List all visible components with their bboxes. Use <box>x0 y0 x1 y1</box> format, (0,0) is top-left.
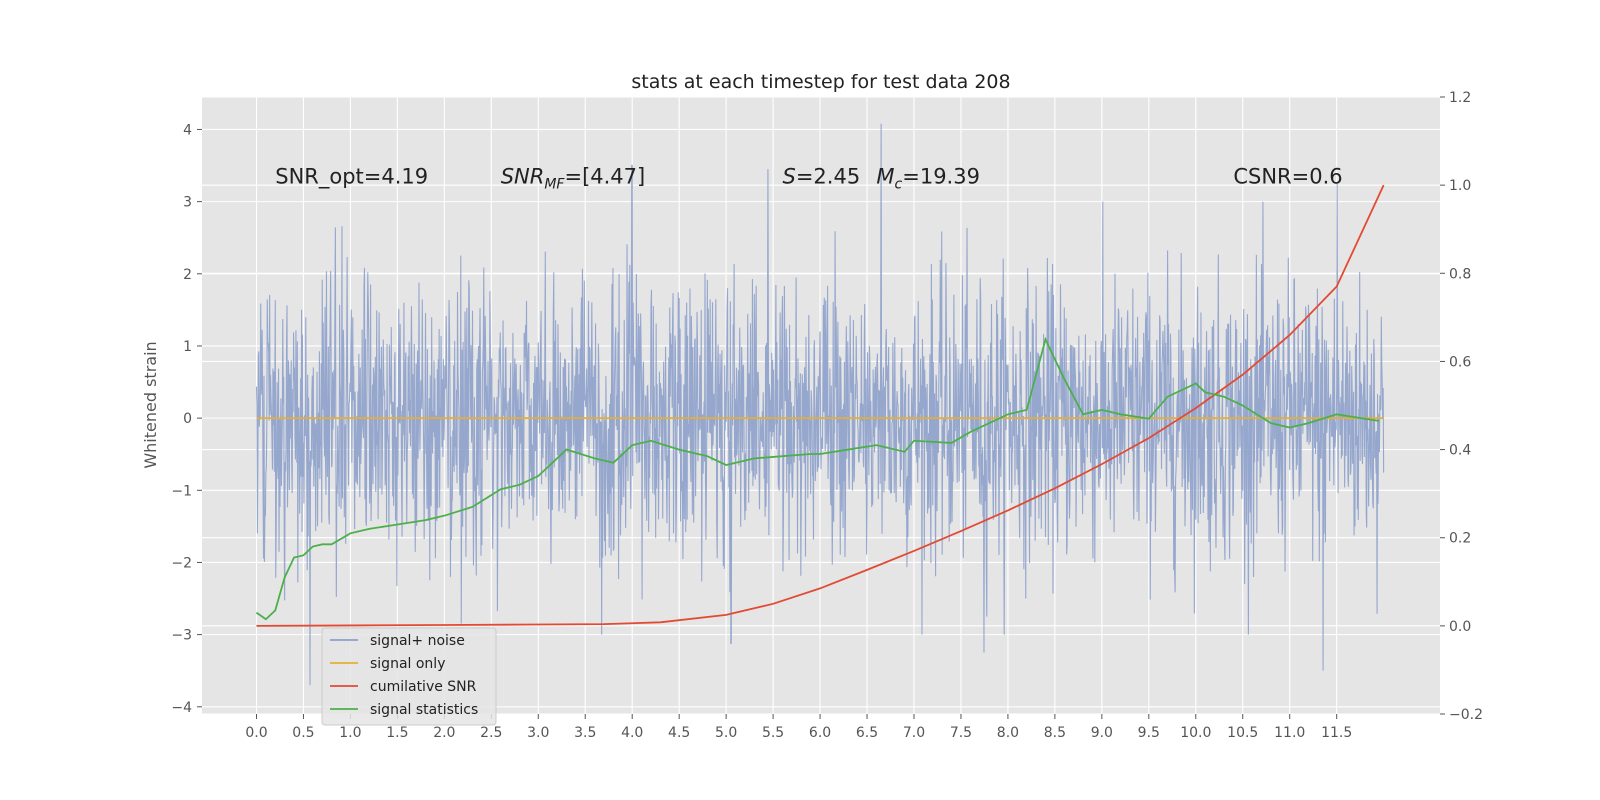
y2-tick-label: 0.2 <box>1449 531 1471 547</box>
y-tick-label: −1 <box>171 483 192 499</box>
csnr-annotation: CSNR=0.6 <box>1233 165 1342 189</box>
y2-tick-label: 0.0 <box>1449 619 1471 635</box>
chart-title: stats at each timestep for test data 208 <box>631 71 1010 93</box>
y-tick-label: 4 <box>183 122 192 138</box>
signal-noise-series <box>255 123 1385 686</box>
x-tick-label: 6.5 <box>856 725 878 741</box>
x-tick-label: 8.5 <box>1044 725 1066 741</box>
y-tick-label: 0 <box>183 411 192 427</box>
y-tick-label: 1 <box>183 339 192 355</box>
signal-noise-line <box>255 123 1385 686</box>
snr-mf-annotation: SNRMF=[4.47] <box>501 165 646 193</box>
x-tick-label: 1.5 <box>386 725 408 741</box>
y2-tick-label: −0.2 <box>1449 707 1483 723</box>
x-tick-label: 9.0 <box>1091 725 1113 741</box>
x-tick-label: 5.5 <box>762 725 784 741</box>
y-axis-label: Whitened strain <box>141 341 160 468</box>
x-tick-label: 9.5 <box>1138 725 1160 741</box>
mc-annotation: Mc=19.39 <box>876 165 980 193</box>
x-tick-label: 10.0 <box>1180 725 1211 741</box>
axes: 0.0 0.5 1.0 1.5 2.0 2.5 3.0 3.5 4.0 4.5 5.0 5.5 6.0 6… <box>171 90 1483 741</box>
legend-label: cumilative SNR <box>370 679 477 695</box>
y2-tick-label: 1.0 <box>1449 178 1471 194</box>
legend-label: signal+ noise <box>370 633 465 649</box>
snr-opt-annotation: SNR_opt=4.19 <box>275 165 428 190</box>
legend-box <box>321 627 497 726</box>
y-tick-label: −4 <box>171 700 192 716</box>
x-tick-label: 7.0 <box>903 725 925 741</box>
legend-label: signal statistics <box>370 702 478 718</box>
x-tick-label: 4.5 <box>668 725 690 741</box>
s-annotation: S=2.45 <box>782 165 860 189</box>
line-series <box>255 184 1385 627</box>
x-tick-label: 7.5 <box>950 725 972 741</box>
annotations: SNR_opt=4.19 SNRMF=[4.47] S=2.45 Mc=19.39 CS… <box>275 165 1342 193</box>
y2-tick-label: 0.6 <box>1449 354 1471 370</box>
x-tick-label: 4.0 <box>621 725 643 741</box>
x-tick-label: 3.5 <box>574 725 596 741</box>
x-tick-label: 0.0 <box>245 725 267 741</box>
legend: signal+ noise signal only cumilative SNR si… <box>321 627 497 726</box>
cumilative-snr-line <box>256 184 1385 627</box>
x-tick-label: 1.0 <box>339 725 361 741</box>
x-tick-label: 3.0 <box>527 725 549 741</box>
y-tick-label: 2 <box>183 267 192 283</box>
legend-label: signal only <box>370 656 445 672</box>
x-tick-label: 11.0 <box>1274 725 1305 741</box>
x-tick-label: 8.0 <box>997 725 1019 741</box>
y-tick-label: −2 <box>171 555 192 571</box>
x-tick-label: 6.0 <box>809 725 831 741</box>
x-tick-label: 11.5 <box>1321 725 1352 741</box>
y-tick-label: −3 <box>171 628 192 644</box>
x-tick-label: 10.5 <box>1227 725 1258 741</box>
y2-tick-label: 1.2 <box>1449 90 1471 106</box>
x-tick-label: 2.5 <box>480 725 502 741</box>
x-tick-label: 2.0 <box>433 725 455 741</box>
y2-tick-label: 0.8 <box>1449 266 1471 282</box>
x-tick-label: 5.0 <box>715 725 737 741</box>
y2-tick-label: 0.4 <box>1449 443 1471 459</box>
y-tick-label: 3 <box>183 195 192 211</box>
signal-statistics-line <box>255 336 1380 621</box>
x-tick-label: 0.5 <box>292 725 314 741</box>
